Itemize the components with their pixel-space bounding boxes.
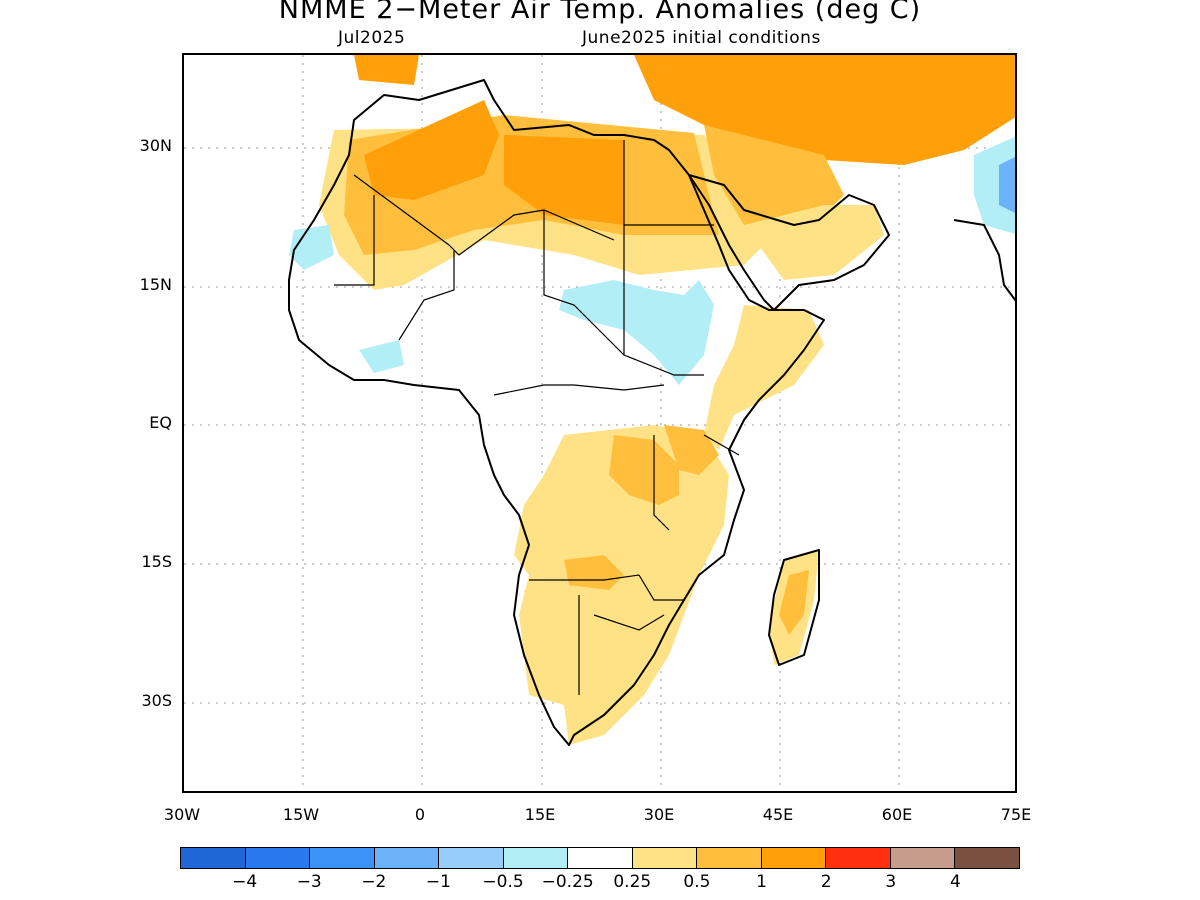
border-12 <box>703 434 740 456</box>
congo-warm-1 <box>609 435 679 505</box>
colorbar-swatch <box>697 848 762 868</box>
angola-warm-1 <box>564 555 624 590</box>
arabia-coast <box>688 174 890 311</box>
border-7 <box>623 225 704 376</box>
coastlines <box>288 79 1015 746</box>
borders <box>334 140 740 695</box>
lon-tick-0: 0 <box>414 805 426 824</box>
colorbar-swatch <box>955 848 1019 868</box>
map-plot-area <box>182 53 1017 793</box>
gulf-guinea-cool <box>359 340 404 373</box>
initial-conditions-label: June2025 initial conditions <box>582 28 821 48</box>
colorbar-label: −0.5 <box>482 872 524 892</box>
lat-tick-15s: 15S <box>141 552 172 571</box>
colorbar-swatch <box>632 848 698 868</box>
lat-tick-eq: EQ <box>149 413 172 432</box>
border-10 <box>638 574 684 601</box>
colorbar-label: 2 <box>820 872 832 892</box>
colorbar-label: 0.5 <box>683 872 711 892</box>
colorbar-label: 4 <box>949 872 961 892</box>
arabia-1 <box>704 125 844 235</box>
madagascar-coast <box>768 549 820 666</box>
chart-title: NMME 2−Meter Air Temp. Anomalies (deg C) <box>278 0 922 25</box>
colorbar-swatch <box>374 848 440 868</box>
colorbar-swatch <box>310 848 375 868</box>
arabia-0.5 <box>744 205 884 280</box>
madagascar-warm-1 <box>779 570 809 635</box>
border-6 <box>493 384 665 396</box>
colorbar-label: −4 <box>232 872 258 892</box>
colorbar-label: 3 <box>885 872 897 892</box>
lat-tick-15n: 15N <box>139 275 172 294</box>
colorbar-swatch <box>439 848 504 868</box>
colorbar-label: −1 <box>425 872 451 892</box>
india-cool <box>974 136 1015 234</box>
border-4 <box>543 210 625 356</box>
libya-egypt-2-core <box>504 135 624 225</box>
anomaly-fields <box>289 55 1015 745</box>
colorbar-label: 0.25 <box>613 872 652 892</box>
north-strip-2 <box>354 55 419 85</box>
lon-tick-30w: 30W <box>163 805 201 824</box>
border-2 <box>334 195 375 286</box>
sahel-cool <box>559 280 714 385</box>
border-5 <box>398 250 455 341</box>
lon-tick-60e: 60E <box>881 805 913 824</box>
india-cooler <box>999 157 1015 213</box>
map-svg <box>184 55 1015 791</box>
lat-tick-30n: 30N <box>139 136 172 155</box>
horn-warm <box>704 305 824 450</box>
colorbar-swatch <box>826 848 891 868</box>
lon-tick-15e: 15E <box>524 805 556 824</box>
colorbar-swatch <box>761 848 827 868</box>
colorbar-swatch <box>245 848 311 868</box>
namibia-warm <box>524 590 594 705</box>
india-coast <box>953 219 1015 302</box>
border-8 <box>529 574 640 581</box>
colorbar-swatch <box>568 848 633 868</box>
colorbar <box>180 847 1020 869</box>
lon-tick-15w: 15W <box>282 805 320 824</box>
lon-tick-30e: 30E <box>643 805 675 824</box>
lon-tick-75e: 75E <box>1000 805 1032 824</box>
nw-africa-cool <box>289 225 334 270</box>
border-1 <box>353 174 615 256</box>
border-13 <box>593 614 665 631</box>
lat-tick-30s: 30S <box>141 691 172 710</box>
colorbar-label: 1 <box>756 872 767 892</box>
east-africa-warm-1 <box>664 425 719 475</box>
colorbar-swatch <box>181 848 246 868</box>
colorbar-swatch <box>503 848 569 868</box>
colorbar-label: −3 <box>296 872 322 892</box>
border-11 <box>653 435 670 531</box>
colorbar-label: −2 <box>361 872 387 892</box>
sahara-2-core <box>364 100 499 200</box>
colorbar-label: −0.25 <box>541 872 594 892</box>
africa-coastline <box>288 79 825 746</box>
colorbar-swatch <box>890 848 956 868</box>
forecast-month-label: Jul2025 <box>338 28 406 48</box>
lon-tick-45e: 45E <box>762 805 794 824</box>
